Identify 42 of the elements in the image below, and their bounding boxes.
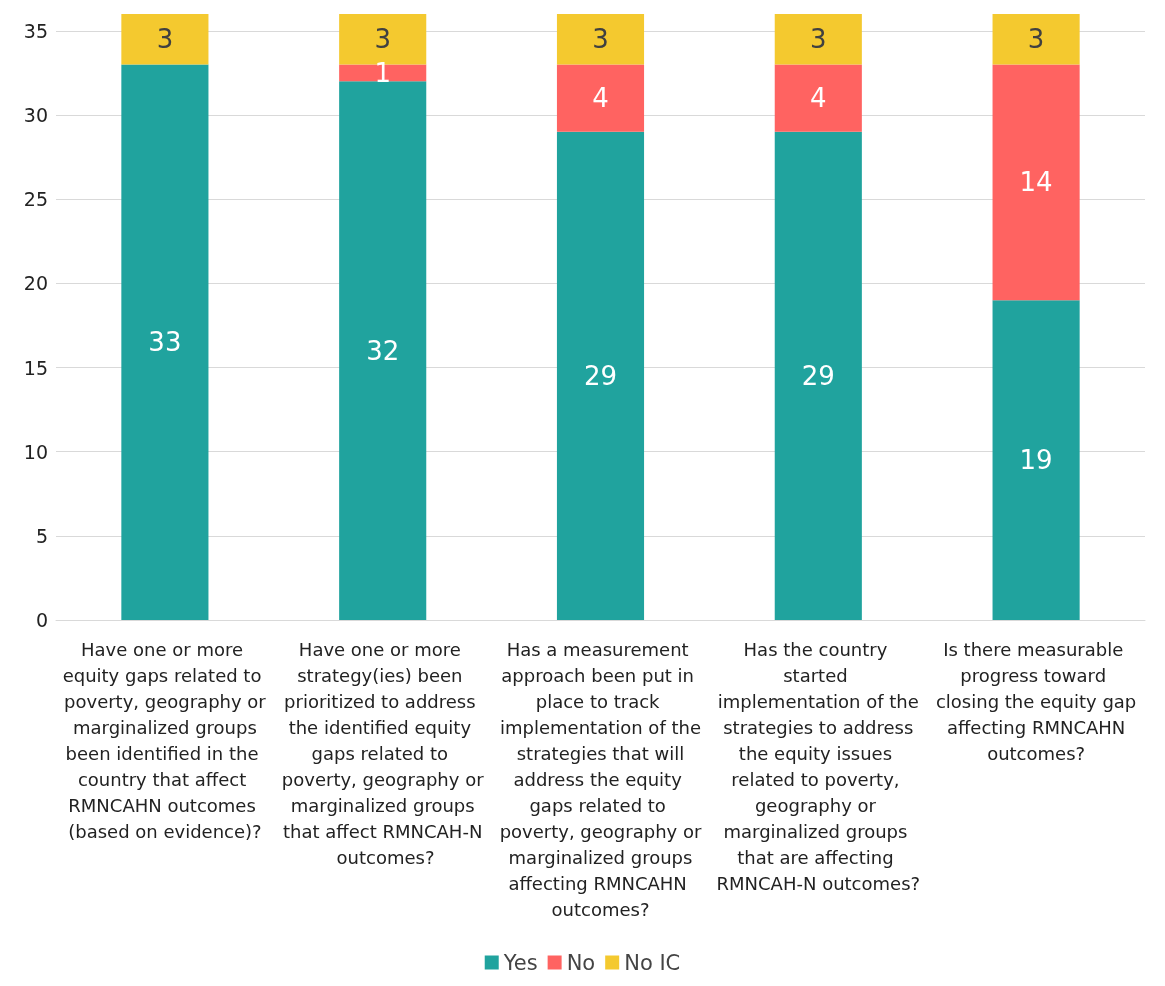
y-tick-label: 20 [23, 272, 48, 295]
data-label: 3 [374, 24, 391, 55]
bar [992, 300, 1080, 620]
bar [992, 14, 1080, 65]
category-label: Has the country started implementation of the strategies to address the equity issues related to poverty, geography or marginalized groups that are affecting RMNCAH-N outcomes? [716, 638, 921, 894]
data-label: 4 [592, 83, 609, 114]
y-tick-label: 35 [23, 19, 48, 42]
bar [339, 81, 427, 620]
y-tick-label: 15 [23, 356, 48, 379]
y-tick-label: 30 [23, 104, 48, 126]
y-tick-label: 10 [23, 440, 48, 463]
y-tick-label: 0 [35, 609, 48, 631]
data-label: 32 [366, 335, 400, 366]
legend-label: No IC [624, 950, 681, 975]
data-label: 3 [156, 24, 174, 55]
data-label: 33 [148, 327, 182, 358]
bar [556, 64, 645, 132]
data-label: 29 [583, 360, 618, 391]
data-label: 3 [810, 24, 827, 55]
category-label: Has a measurement approach been put in place to track implementation of the strategies that will address the equity gaps related to poverty, geography or marginalized groups affecting RMNCAHN outcomes? [499, 638, 702, 920]
data-label: 4 [810, 83, 827, 114]
bar [774, 131, 862, 620]
bar [121, 64, 209, 620]
bar [774, 64, 862, 132]
bar [556, 131, 645, 620]
bar [774, 14, 862, 65]
data-label: 3 [1027, 24, 1045, 55]
legend-label: No [566, 950, 596, 975]
category-label: Have one or more strategy(ies) been prioritized to address the identified equity gaps related to poverty, geography or marginalized groups that affect RMNCAH-N outcomes? [281, 638, 484, 868]
y-tick-label: 25 [23, 188, 48, 211]
x-tick-label: Is there measurable progress toward closing the equity gap affecting RMNCAHN outcomes? [935, 638, 1137, 764]
legend-label: Yes [502, 950, 538, 975]
data-label: 29 [801, 360, 835, 391]
y-tick-label: 5 [35, 524, 48, 547]
bar [556, 14, 645, 65]
data-label: 3 [592, 24, 609, 55]
bar [121, 14, 209, 65]
x-tick-label: Have one or more equity gaps related to poverty, geography or marginalized groups been identified in the country that affect RMNCAHN outcomes (based on evidence)? [62, 638, 268, 842]
data-label: 14 [1019, 167, 1053, 198]
data-label: 1 [374, 57, 391, 88]
data-label: 19 [1019, 445, 1053, 476]
bar [992, 64, 1080, 301]
